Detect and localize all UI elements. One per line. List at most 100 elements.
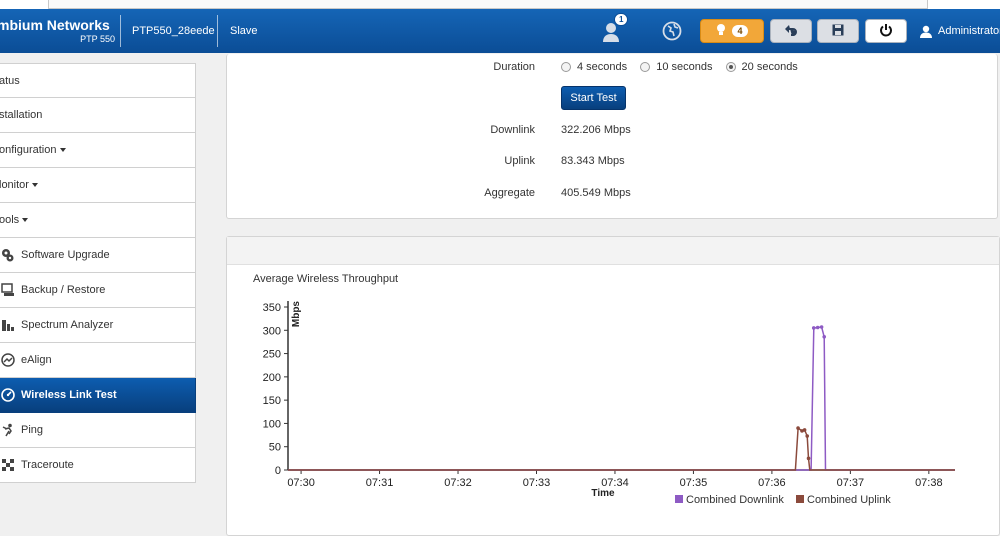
backup-restore-icon <box>1 283 15 297</box>
y-tick-label: 100 <box>263 418 281 430</box>
throughput-chart: 0 50 100 150 200 250 300 350 07:30 07:31 07:32 07:3… <box>263 301 955 506</box>
x-tick-label: 07:35 <box>680 477 708 489</box>
link-test-panel: Duration 4 seconds 10 seconds 20 seconds… <box>226 54 998 219</box>
sidebar-item-label: onfiguration <box>0 144 57 156</box>
reboot-button[interactable] <box>865 19 907 43</box>
alarm-count: 4 <box>732 25 748 37</box>
legend-label: Combined Downlink <box>686 494 784 506</box>
data-point <box>811 326 816 330</box>
data-point <box>796 426 800 430</box>
user-icon[interactable] <box>602 21 620 46</box>
data-point <box>806 456 811 461</box>
duration-10s-radio[interactable]: 10 seconds <box>640 61 712 73</box>
x-tick-label: 07:34 <box>601 477 629 489</box>
undo-icon <box>784 24 798 39</box>
sidebar-item-label: Software Upgrade <box>21 249 110 261</box>
sidebar-item-monitor[interactable]: lonitor <box>0 168 196 203</box>
radio-circle <box>561 62 571 72</box>
duration-label: Duration <box>493 61 535 73</box>
y-tick-label: 0 <box>275 465 281 477</box>
header-divider <box>217 15 218 47</box>
sidebar-item-label: Backup / Restore <box>21 284 106 296</box>
y-tick-label: 50 <box>269 442 281 454</box>
downlink-label: Downlink <box>490 124 535 136</box>
brand-name: mbium Networks <box>0 17 110 33</box>
radio-label: 20 seconds <box>741 61 798 73</box>
undo-button[interactable] <box>770 19 812 43</box>
sidebar-item-spectrum-analyzer[interactable]: Spectrum Analyzer <box>0 308 196 343</box>
header-divider <box>120 15 121 47</box>
throughput-panel: Average Wireless Throughput 0 50 100 150 200… <box>226 236 1000 536</box>
x-tick-label: 07:36 <box>758 477 786 489</box>
legend-swatch <box>675 495 683 503</box>
brand-model: PTP 550 <box>80 34 115 44</box>
y-tick-label: 150 <box>263 395 281 407</box>
start-test-button[interactable]: Start Test <box>561 86 626 110</box>
y-tick-label: 350 <box>263 302 281 314</box>
sidebar-item-tools[interactable]: ools <box>0 203 196 238</box>
duration-20s-radio[interactable]: 20 seconds <box>725 61 798 73</box>
x-tick-label: 07:38 <box>915 477 943 489</box>
data-point <box>822 335 827 339</box>
aggregate-row: Aggregate 405.549 Mbps <box>227 187 997 203</box>
sidebar-item-label: Spectrum Analyzer <box>21 319 114 331</box>
sidebar-item-software-upgrade[interactable]: Software Upgrade <box>0 238 196 273</box>
series-line-downlink <box>288 326 955 471</box>
uplink-label: Uplink <box>504 155 535 167</box>
panel-header <box>227 237 999 265</box>
series-line-uplink <box>288 426 955 471</box>
aggregate-value: 405.549 Mbps <box>561 187 631 199</box>
data-point <box>805 434 810 438</box>
sidebar-item-status[interactable]: atus <box>0 63 196 98</box>
sidebar-item-traceroute[interactable]: Traceroute <box>0 448 196 483</box>
sidebar-item-installation[interactable]: stallation <box>0 98 196 133</box>
sidebar-item-label: ools <box>0 214 20 226</box>
sidebar-item-configuration[interactable]: onfiguration <box>0 133 196 168</box>
radio-label: 4 seconds <box>577 61 628 73</box>
wireless-link-test-icon <box>1 388 15 402</box>
user-badge-count: 1 <box>614 13 629 26</box>
app-header: mbium Networks PTP 550 PTP550_28eede Sla… <box>0 9 1000 53</box>
data-point <box>802 428 807 432</box>
save-button[interactable] <box>817 19 859 43</box>
address-bar-edge <box>48 0 928 9</box>
y-tick-label: 250 <box>263 349 281 361</box>
sidebar: atus stallation onfiguration lonitor ool… <box>0 63 196 483</box>
duration-4s-radio[interactable]: 4 seconds <box>561 61 627 73</box>
downlink-row: Downlink 322.206 Mbps <box>227 124 997 140</box>
sidebar-item-wireless-link-test[interactable]: Wireless Link Test <box>0 378 196 413</box>
data-point <box>815 325 820 330</box>
sidebar-item-ping[interactable]: Ping <box>0 413 196 448</box>
x-tick-label: 07:33 <box>523 477 551 489</box>
sidebar-item-label: atus <box>0 74 20 87</box>
caret-down-icon <box>59 148 66 152</box>
save-icon <box>832 24 844 39</box>
y-tick-label: 300 <box>263 325 281 337</box>
caret-down-icon <box>31 183 38 187</box>
traceroute-icon <box>1 458 15 472</box>
duration-row: Duration 4 seconds 10 seconds 20 seconds <box>227 61 997 77</box>
top-strip <box>0 0 1000 9</box>
sidebar-item-label: eAlign <box>21 354 52 366</box>
alarms-button[interactable]: 4 <box>700 19 764 43</box>
radio-label: 10 seconds <box>656 61 713 73</box>
caret-down-icon <box>22 218 29 222</box>
sidebar-item-label: Ping <box>21 424 44 436</box>
x-tick-label: 07:31 <box>366 477 394 489</box>
globe-icon[interactable] <box>662 21 682 44</box>
legend-label: Combined Uplink <box>807 494 891 506</box>
x-tick-label: 07:30 <box>287 477 315 489</box>
uplink-value: 83.343 Mbps <box>561 155 625 167</box>
spectrum-analyzer-icon <box>1 318 15 332</box>
x-tick-label: 07:37 <box>837 477 865 489</box>
device-role: Slave <box>230 25 258 37</box>
duration-options: 4 seconds 10 seconds 20 seconds <box>561 61 808 75</box>
chart-title: Average Wireless Throughput <box>253 273 399 285</box>
radio-circle-selected <box>725 62 736 72</box>
uplink-row: Uplink 83.343 Mbps <box>227 155 997 171</box>
brand-logo: mbium Networks PTP 550 <box>0 17 115 44</box>
sidebar-item-ealign[interactable]: eAlign <box>0 343 196 378</box>
sidebar-item-label: lonitor <box>0 179 29 191</box>
user-menu[interactable]: Administrator <box>938 25 1000 37</box>
sidebar-item-backup-restore[interactable]: Backup / Restore <box>0 273 196 308</box>
